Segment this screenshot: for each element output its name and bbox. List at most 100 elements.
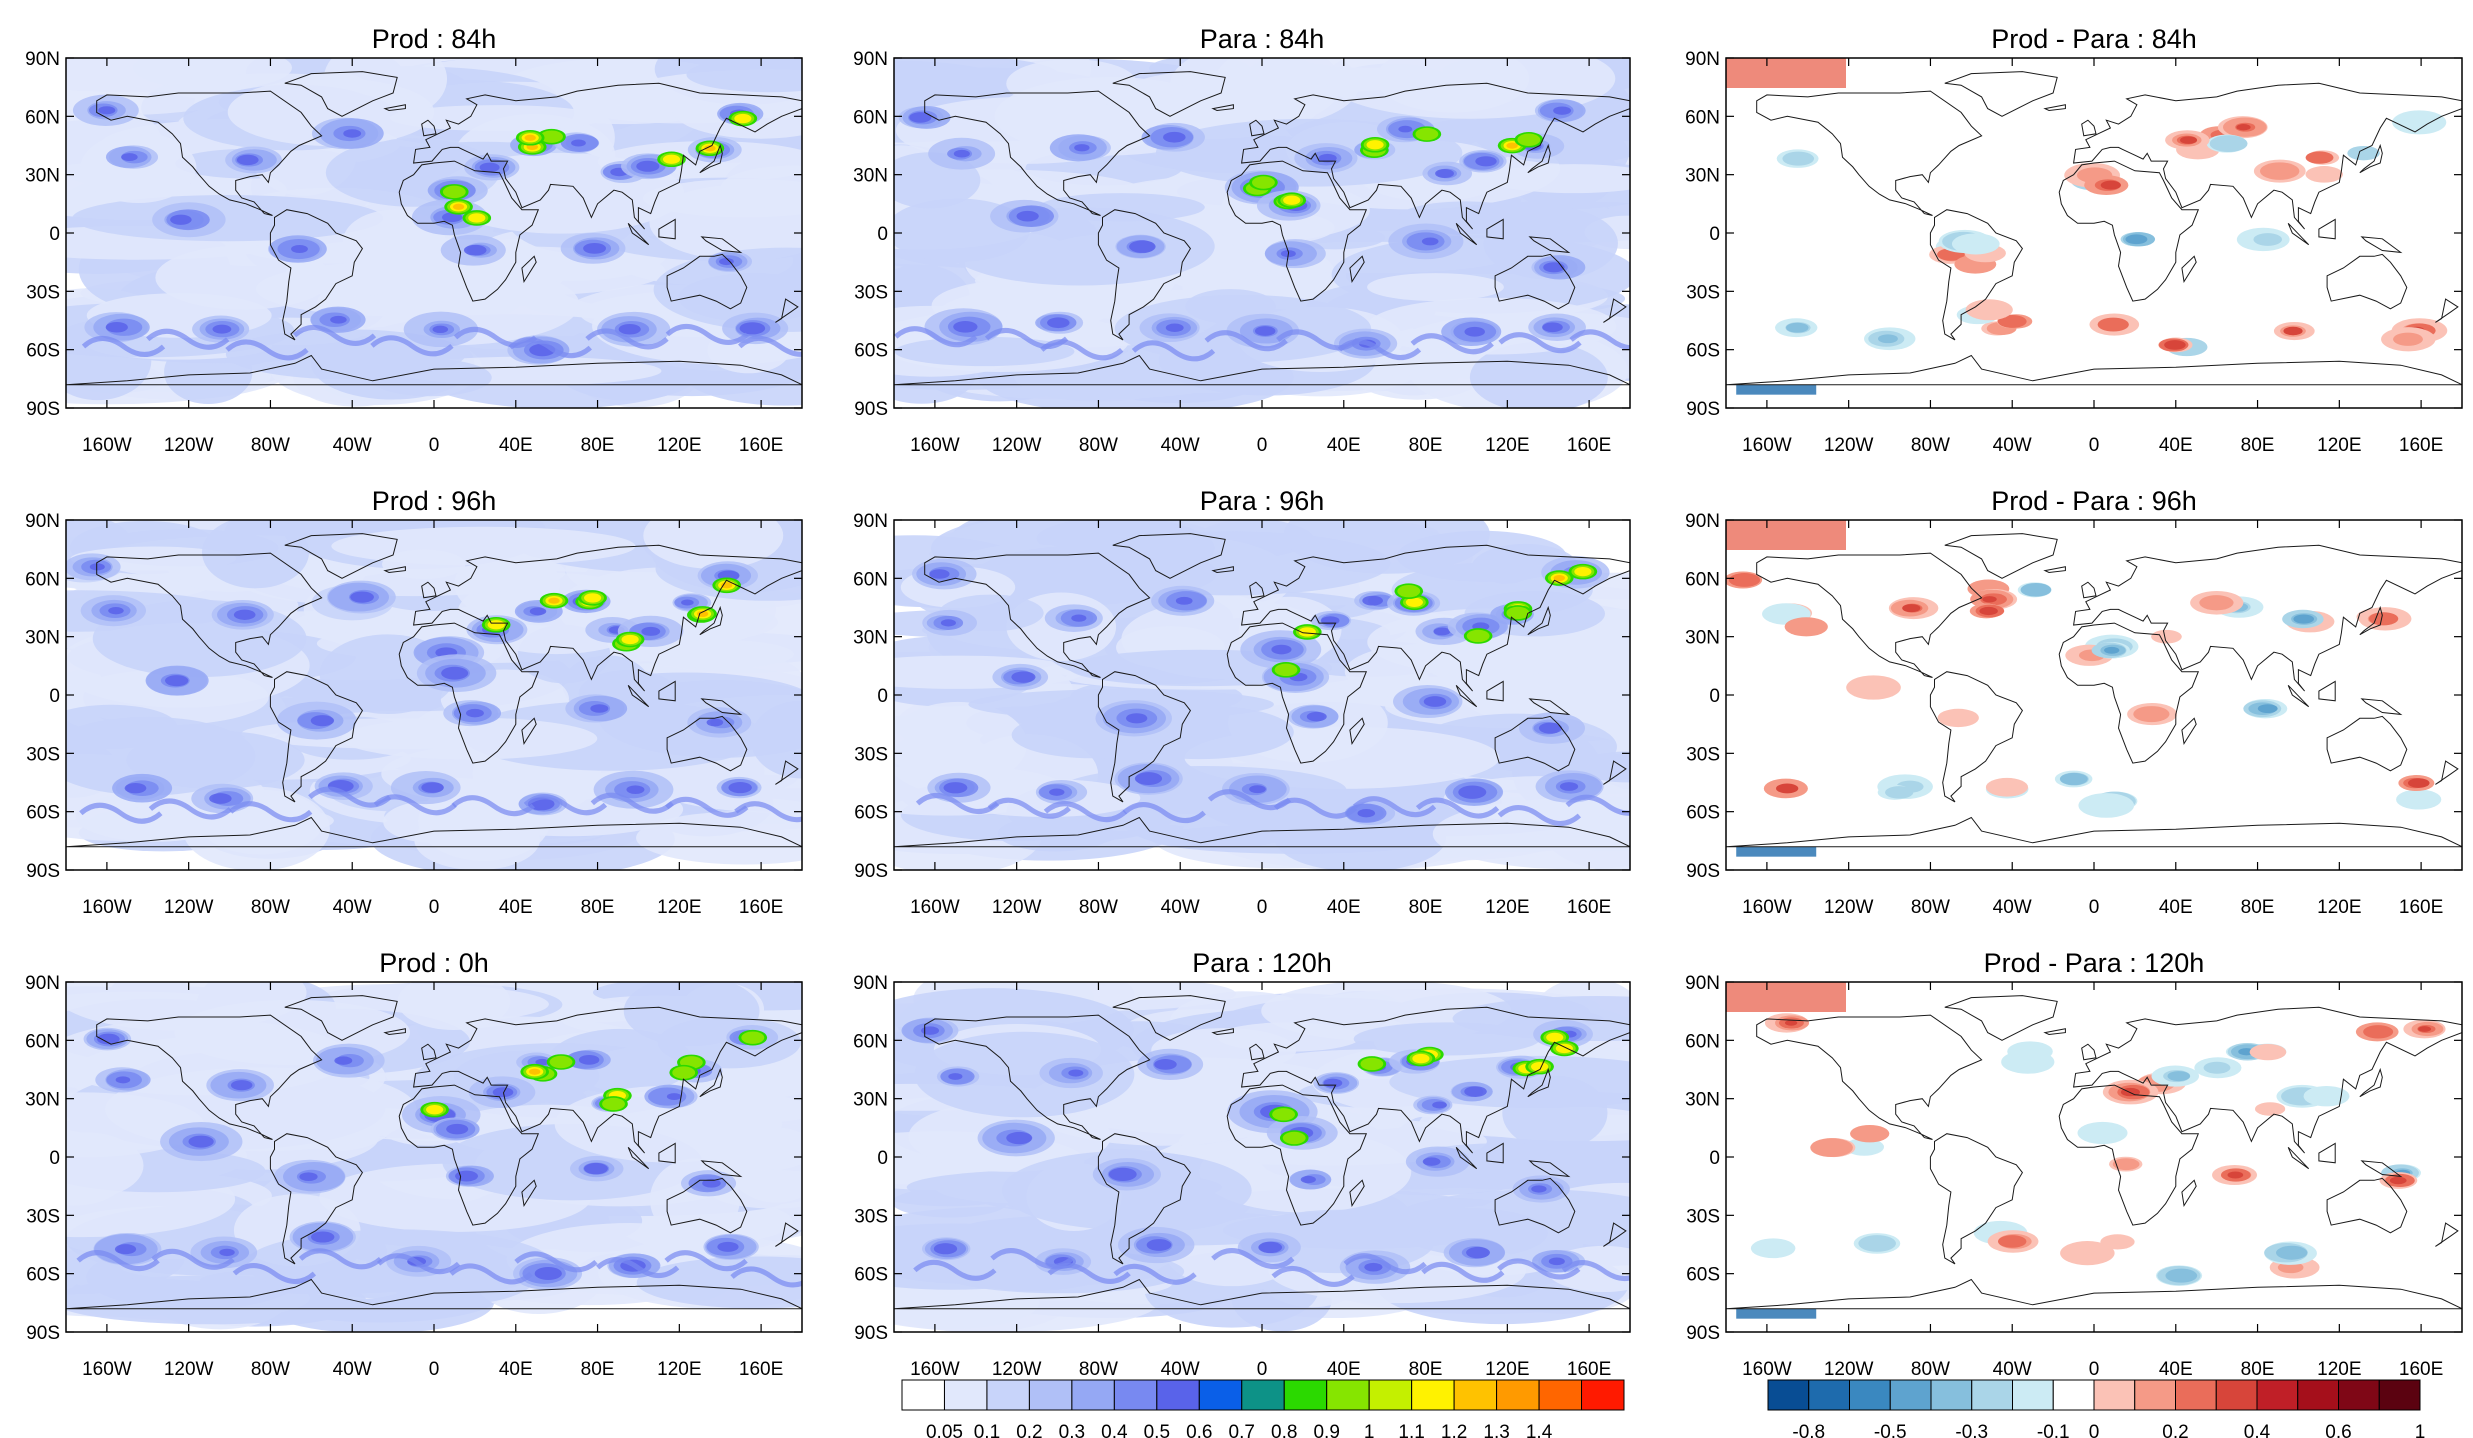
map-panel: Prod - Para : 84h 90N 60N 30N 0 30S 60S 90S 160W… bbox=[1685, 24, 2463, 456]
lat-tick-label: 0 bbox=[49, 686, 60, 707]
lon-tick-label: 80W bbox=[1911, 435, 1950, 456]
lat-tick-label: 30S bbox=[854, 744, 888, 765]
lat-tick-label: 90S bbox=[854, 1323, 888, 1344]
lon-tick-label: 0 bbox=[2089, 435, 2100, 456]
lon-tick-label: 40E bbox=[499, 435, 533, 456]
lat-tick-label: 90S bbox=[1686, 399, 1720, 420]
colorbar-swatch bbox=[943, 1379, 988, 1411]
lon-tick-label: 160W bbox=[1742, 435, 1792, 456]
colorbar-swatch bbox=[1241, 1379, 1285, 1411]
coastlines bbox=[66, 995, 802, 1310]
lon-tick-label: 0 bbox=[429, 435, 440, 456]
lat-tick-label: 90S bbox=[854, 399, 888, 420]
lat-tick-label: 30S bbox=[26, 744, 60, 765]
lat-tick-label: 60S bbox=[26, 341, 60, 362]
lon-tick-label: 40E bbox=[2159, 435, 2193, 456]
lat-tick-label: 30S bbox=[1686, 1206, 1720, 1227]
lon-tick-label: 120W bbox=[1824, 1359, 1874, 1380]
lon-tick-label: 160W bbox=[910, 897, 960, 918]
colorbar-label: 1.1 bbox=[1398, 1422, 1424, 1438]
panel-title: Para : 84h bbox=[1200, 24, 1325, 54]
shaded-field bbox=[894, 58, 1630, 408]
lat-tick-label: 90S bbox=[1686, 861, 1720, 882]
colorbar-label: 0.05 bbox=[926, 1422, 963, 1438]
shaded-field bbox=[66, 520, 802, 870]
lon-tick-label: 120W bbox=[164, 897, 214, 918]
lon-tick-label: 120E bbox=[1485, 1359, 1529, 1380]
coastlines bbox=[1726, 533, 2462, 848]
colorbar-label: -0.5 bbox=[1874, 1422, 1907, 1438]
colorbar-label: 1.4 bbox=[1526, 1422, 1553, 1438]
lat-tick-label: 90S bbox=[26, 399, 60, 420]
colorbar-label: 0.3 bbox=[1059, 1422, 1085, 1438]
lon-tick-label: 80W bbox=[251, 435, 290, 456]
lon-tick-label: 40E bbox=[1327, 1359, 1361, 1380]
panel-title: Prod - Para : 96h bbox=[1991, 486, 2197, 516]
colorbar-swatch bbox=[1767, 1379, 1810, 1411]
colorbar-label: 0.8 bbox=[1271, 1422, 1297, 1438]
lon-tick-label: 80W bbox=[251, 1359, 290, 1380]
colorbar-label: 0.6 bbox=[1186, 1422, 1212, 1438]
colorbar-label: 0.1 bbox=[974, 1422, 1000, 1438]
coastlines bbox=[66, 533, 802, 848]
colorbar-label: 1 bbox=[2415, 1422, 2426, 1438]
lat-tick-label: 60S bbox=[854, 1265, 888, 1286]
lon-tick-label: 160W bbox=[910, 435, 960, 456]
colorbar-swatch bbox=[1538, 1379, 1583, 1411]
colorbar-swatch bbox=[2175, 1379, 2217, 1411]
colorbar-swatch bbox=[1071, 1379, 1115, 1411]
lat-tick-label: 30N bbox=[1685, 628, 1720, 649]
shaded-field bbox=[66, 982, 802, 1332]
colorbar-swatch bbox=[1326, 1379, 1370, 1411]
lon-tick-label: 80W bbox=[1911, 897, 1950, 918]
lat-tick-label: 0 bbox=[877, 1148, 888, 1169]
lon-tick-label: 80E bbox=[2241, 897, 2275, 918]
lon-tick-label: 160E bbox=[1567, 435, 1611, 456]
lon-tick-label: 80E bbox=[581, 435, 615, 456]
lon-tick-label: 120W bbox=[164, 435, 214, 456]
lat-tick-label: 30S bbox=[854, 1206, 888, 1227]
colorbar-label: 0.4 bbox=[2244, 1422, 2271, 1438]
lat-tick-label: 30N bbox=[25, 166, 60, 187]
lat-tick-label: 30N bbox=[853, 1090, 888, 1111]
colorbar-label: 1 bbox=[1364, 1422, 1375, 1438]
lon-tick-label: 80E bbox=[2241, 435, 2275, 456]
lon-tick-label: 0 bbox=[1257, 435, 1268, 456]
lat-tick-label: 60S bbox=[1686, 1265, 1720, 1286]
lon-tick-label: 120E bbox=[657, 1359, 701, 1380]
map-panel: Prod : 0h 90N 60N 30N 0 30S 60S 90S 160W 120W 80W 4… bbox=[25, 948, 803, 1380]
lat-tick-label: 60S bbox=[26, 1265, 60, 1286]
lon-tick-label: 120W bbox=[1824, 897, 1874, 918]
lon-tick-label: 40E bbox=[1327, 435, 1361, 456]
colorbar-swatch bbox=[1971, 1379, 2013, 1411]
colorbar-label: 1.2 bbox=[1441, 1422, 1467, 1438]
lat-tick-label: 90S bbox=[854, 861, 888, 882]
colorbar-label: 0.2 bbox=[1016, 1422, 1042, 1438]
colorbar-label: 0.6 bbox=[2325, 1422, 2351, 1438]
colorbar-swatch bbox=[1453, 1379, 1498, 1411]
lat-tick-label: 0 bbox=[877, 224, 888, 245]
lon-tick-label: 0 bbox=[1257, 897, 1268, 918]
lon-tick-label: 40W bbox=[333, 435, 372, 456]
lat-tick-label: 90N bbox=[853, 973, 888, 994]
shaded-field bbox=[1726, 58, 2462, 408]
colorbar-swatch bbox=[2338, 1379, 2380, 1411]
lat-tick-label: 90S bbox=[26, 1323, 60, 1344]
lon-tick-label: 40W bbox=[333, 897, 372, 918]
lat-tick-label: 30N bbox=[853, 166, 888, 187]
lat-tick-label: 30S bbox=[1686, 282, 1720, 303]
lon-tick-label: 160W bbox=[82, 1359, 132, 1380]
lon-tick-label: 120W bbox=[992, 897, 1042, 918]
lat-tick-label: 90N bbox=[25, 973, 60, 994]
lon-tick-label: 0 bbox=[1257, 1359, 1268, 1380]
lon-tick-label: 40W bbox=[333, 1359, 372, 1380]
lon-tick-label: 120E bbox=[2317, 1359, 2361, 1380]
lon-tick-label: 120W bbox=[1824, 435, 1874, 456]
colorbar-swatch bbox=[1028, 1379, 1073, 1411]
lat-tick-label: 60N bbox=[853, 569, 888, 590]
lat-tick-label: 90S bbox=[1686, 1323, 1720, 1344]
lat-tick-label: 0 bbox=[49, 1148, 60, 1169]
shaded-field bbox=[894, 982, 1630, 1332]
lon-tick-label: 160W bbox=[910, 1359, 960, 1380]
lat-tick-label: 30N bbox=[853, 628, 888, 649]
